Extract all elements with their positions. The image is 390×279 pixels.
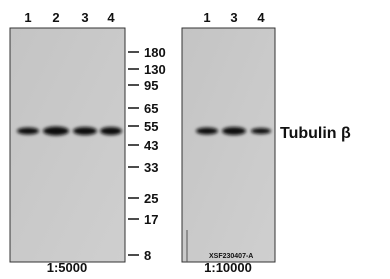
lane-label: 3 [81, 10, 88, 25]
right-dilution: 1:10000 [204, 260, 252, 274]
marker-label: 180 [144, 45, 166, 60]
marker-label: 65 [144, 101, 158, 116]
lane-label: 1 [203, 10, 210, 25]
lane-label: 2 [52, 10, 59, 25]
marker-label: 95 [144, 78, 158, 93]
lane-label: 4 [257, 10, 265, 25]
band [196, 128, 218, 135]
band [100, 127, 122, 135]
lane-label: 1 [24, 10, 31, 25]
left-membrane [10, 28, 125, 262]
marker-label: 17 [144, 212, 158, 227]
left-dilution: 1:5000 [47, 260, 87, 274]
lane-label: 3 [230, 10, 237, 25]
blot-figure: 1:5000 1:10000 XSF230407-A Tubulin β 1 2 3… [0, 0, 390, 274]
catalog-code: XSF230407-A [209, 253, 253, 260]
marker-label: 130 [144, 62, 166, 77]
band [222, 127, 246, 135]
marker-label: 43 [144, 138, 158, 153]
marker-label: 8 [144, 248, 151, 263]
marker-label: 33 [144, 160, 158, 175]
protein-label: Tubulin β [280, 125, 351, 142]
marker-label: 55 [144, 119, 158, 134]
right-membrane [182, 28, 275, 262]
band [73, 127, 97, 135]
marker-label: 25 [144, 191, 158, 206]
band [17, 128, 39, 135]
lane-label: 4 [107, 10, 115, 25]
band [251, 128, 271, 134]
band [43, 127, 69, 136]
